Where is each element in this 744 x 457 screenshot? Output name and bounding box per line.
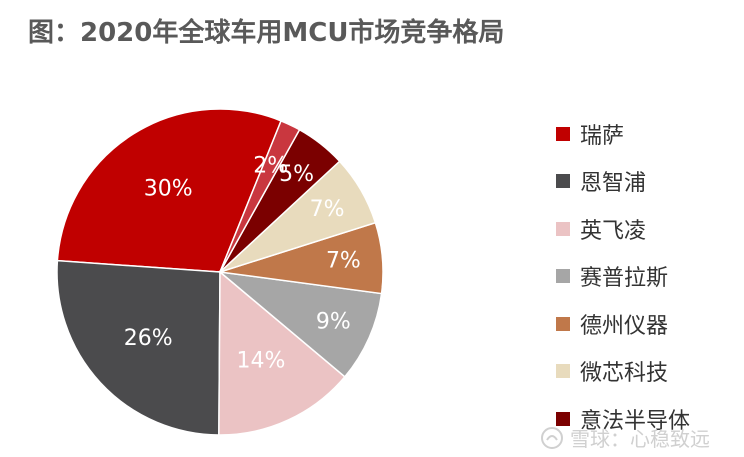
legend-label-4: 德州仪器: [580, 313, 669, 339]
legend-label-6: 意法半导体: [580, 408, 691, 434]
legend: 瑞萨恩智浦英飞凌赛普拉斯德州仪器微芯科技意法半导体: [556, 110, 690, 443]
chart-title: 图：2020年全球车用MCU市场竞争格局: [28, 18, 505, 48]
slice-label-6: 5%: [279, 162, 314, 187]
legend-item-0: 瑞萨: [556, 110, 690, 158]
legend-swatch-0: [556, 126, 570, 141]
legend-item-4: 德州仪器: [556, 300, 690, 348]
snowball-logo-icon: [541, 426, 563, 449]
legend-swatch-2: [556, 221, 570, 236]
legend-label-2: 英飞凌: [580, 218, 647, 244]
legend-item-2: 英飞凌: [556, 205, 690, 253]
legend-label-5: 微芯科技: [580, 361, 669, 387]
pie-slice-2: [218, 270, 346, 436]
slice-label-5: 7%: [310, 197, 345, 222]
watermark: 雪球：心稳致远: [540, 423, 710, 452]
legend-swatch-6: [556, 411, 570, 426]
pie-slice-1: [56, 259, 221, 436]
legend-swatch-4: [556, 316, 570, 331]
legend-swatch-3: [556, 269, 570, 284]
legend-item-3: 赛普拉斯: [556, 253, 690, 301]
pie-labels: 30% 26% 14% 9% 7% 7% 5%2%: [124, 154, 361, 374]
slice-label-4: 7%: [326, 249, 361, 274]
legend-swatch-5: [556, 364, 570, 379]
pie-slice-3: [217, 270, 383, 378]
legend-label-0: 瑞萨: [580, 123, 625, 149]
legend-swatch-1: [556, 174, 570, 189]
slice-label-0: 30%: [144, 177, 193, 202]
slice-label-3: 9%: [316, 310, 351, 335]
pie-slices: [56, 108, 384, 436]
legend-item-1: 恩智浦: [556, 158, 690, 206]
slice-label-7: 2%: [253, 154, 288, 179]
legend-label-1: 恩智浦: [580, 171, 647, 197]
legend-item-5: 微芯科技: [556, 348, 690, 396]
slice-label-1: 26%: [124, 326, 173, 351]
slice-label-2: 14%: [237, 348, 286, 373]
pie-slice-7: [219, 119, 301, 273]
legend-label-3: 赛普拉斯: [580, 266, 669, 292]
watermark-text: 雪球：心稳致远: [570, 427, 710, 451]
pie-slice-0: [56, 108, 283, 273]
legend-item-6: 意法半导体: [556, 395, 690, 443]
